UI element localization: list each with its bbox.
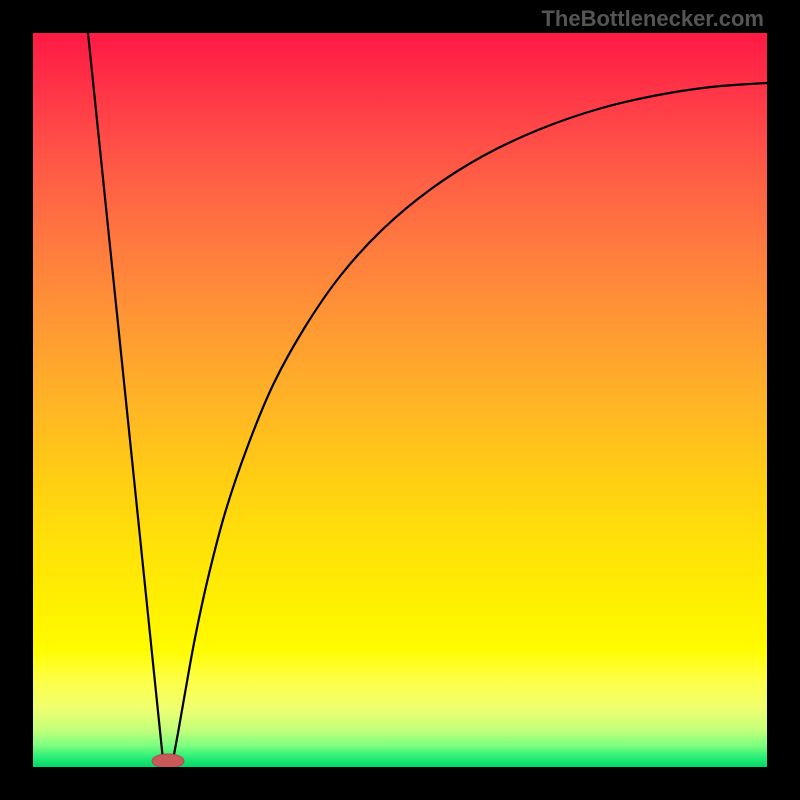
optimum-marker (152, 754, 184, 767)
chart-container: TheBottlenecker.com (0, 0, 800, 800)
watermark-text: TheBottlenecker.com (541, 6, 764, 32)
right-rising-curve (173, 83, 767, 760)
left-falling-line (88, 33, 163, 760)
plot-area (33, 33, 767, 767)
curve-overlay (33, 33, 767, 767)
